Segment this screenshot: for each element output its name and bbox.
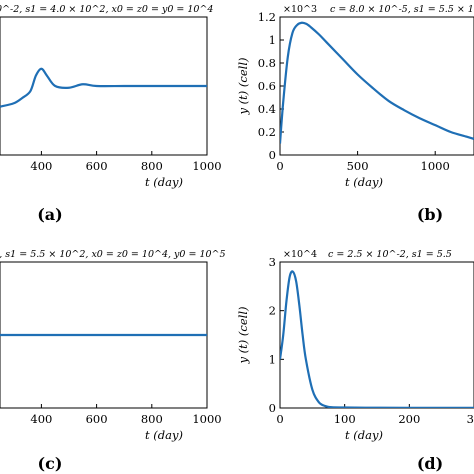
y-tick-label: 0.2 (258, 125, 276, 139)
y-tick-label: 3 (269, 255, 276, 269)
y-tick-label: 2 (269, 304, 276, 318)
x-tick-label: 600 (86, 412, 108, 426)
y-tick-label: 1 (269, 33, 276, 47)
x-axis-label: t (day) (345, 175, 383, 189)
series-line (0, 67, 207, 108)
axis-multiplier: ×10^4 (283, 249, 317, 260)
series-line (280, 21, 474, 144)
y-axis-label: y (t) (cell) (236, 58, 250, 116)
x-tick-label: 400 (30, 412, 52, 426)
x-tick-label: 1000 (421, 159, 450, 173)
panel-label: (d) (417, 454, 443, 473)
y-tick-label: 1 (269, 352, 276, 366)
y-axis-label: y (t) (cell) (236, 307, 250, 365)
chart-title: c = 2.5 × 10^-2, s1 = 5.5 (328, 249, 452, 260)
x-axis-label: t (day) (145, 175, 183, 189)
y-tick-label: 0 (269, 148, 276, 162)
panel-d: c = 2.5 × 10^-2, s1 = 5.5 ×10^4 0 100 200 3 0 1… (236, 249, 474, 473)
chart-title: 10^-2, s1 = 4.0 × 10^2, x0 = z0 = y0 = 1… (0, 4, 213, 15)
y-tick-label: 1.2 (258, 10, 276, 24)
x-tick-label: 1000 (192, 412, 221, 426)
x-tick-label: 0 (276, 159, 283, 173)
panel-c: -5, s1 = 5.5 × 10^2, x0 = z0 = 10^4, y0 … (0, 249, 226, 473)
x-tick-label: 1000 (192, 159, 221, 173)
x-tick-label: 600 (86, 159, 108, 173)
panel-label: (b) (417, 205, 443, 224)
x-tick-label: 500 (347, 159, 369, 173)
x-axis-label: t (day) (345, 428, 383, 442)
axis-multiplier: ×10^3 (283, 4, 317, 15)
chart-title: c = 8.0 × 10^-5, s1 = 5.5 × 10^2 (330, 4, 474, 15)
series-line (280, 270, 474, 408)
y-tick-label: 0.4 (258, 102, 276, 116)
x-tick-label: 800 (141, 159, 163, 173)
plot-frame (279, 261, 474, 409)
plot-frame (279, 16, 474, 156)
x-tick-label: 3 (467, 412, 474, 426)
y-tick-label: 0 (269, 401, 276, 415)
y-tick-label: 0.6 (258, 79, 276, 93)
x-tick-label: 400 (30, 159, 52, 173)
x-tick-label: 100 (334, 412, 356, 426)
x-tick-label: 800 (141, 412, 163, 426)
x-tick-label: 0 (276, 412, 283, 426)
panel-b: c = 8.0 × 10^-5, s1 = 5.5 × 10^2 ×10^3 0 50… (236, 4, 474, 224)
panel-a: 10^-2, s1 = 4.0 × 10^2, x0 = z0 = y0 = 1… (0, 4, 222, 224)
panel-label: (c) (38, 454, 63, 473)
x-tick-label: 200 (398, 412, 420, 426)
x-axis-label: t (day) (145, 428, 183, 442)
y-tick-label: 0.8 (258, 56, 276, 70)
panel-label: (a) (37, 205, 63, 224)
chart-title: -5, s1 = 5.5 × 10^2, x0 = z0 = 10^4, y0 … (0, 249, 226, 260)
